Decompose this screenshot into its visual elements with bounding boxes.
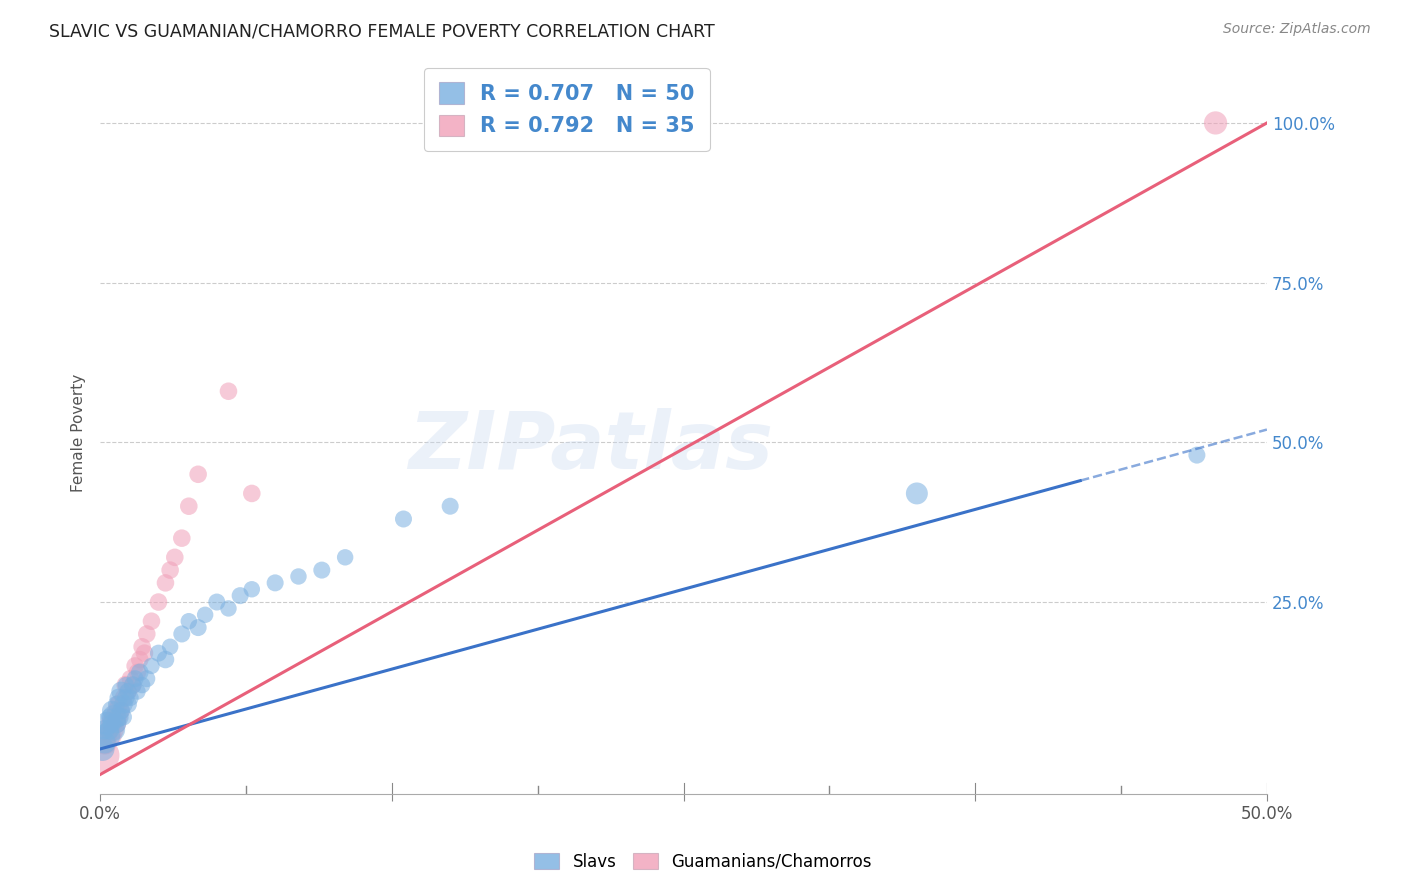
Point [124, 659, 146, 673]
Point [96, 729, 118, 743]
Point [148, 595, 170, 609]
Point [392, 512, 415, 526]
Point [124, 672, 146, 686]
Point [101, 716, 124, 731]
Legend: Slavs, Guamanians/Chamorros: Slavs, Guamanians/Chamorros [526, 845, 880, 880]
Point [163, 550, 186, 565]
Point [127, 665, 149, 680]
Point [333, 550, 356, 565]
Point [110, 704, 132, 718]
Point [135, 672, 157, 686]
Point [120, 672, 142, 686]
Point [905, 486, 928, 500]
Point [103, 710, 125, 724]
Point [117, 684, 139, 698]
Point [98, 710, 121, 724]
Point [105, 698, 128, 712]
Point [439, 500, 461, 514]
Point [114, 690, 136, 705]
Point [107, 698, 129, 712]
Point [205, 595, 228, 609]
Point [101, 704, 124, 718]
Point [194, 607, 217, 622]
Point [105, 716, 128, 731]
Text: ZIPatlas: ZIPatlas [408, 409, 773, 486]
Point [187, 467, 209, 482]
Point [121, 678, 143, 692]
Point [96, 716, 118, 731]
Point [127, 684, 149, 698]
Point [91, 742, 114, 756]
Point [159, 640, 181, 654]
Point [103, 723, 125, 737]
Point [131, 678, 153, 692]
Point [114, 678, 136, 692]
Point [98, 723, 121, 737]
Point [117, 698, 139, 712]
Point [112, 698, 135, 712]
Point [121, 678, 143, 692]
Point [110, 704, 132, 718]
Point [117, 684, 139, 698]
Point [240, 582, 263, 597]
Text: SLAVIC VS GUAMANIAN/CHAMORRO FEMALE POVERTY CORRELATION CHART: SLAVIC VS GUAMANIAN/CHAMORRO FEMALE POVE… [49, 22, 716, 40]
Point [264, 575, 287, 590]
Legend: R = 0.707   N = 50, R = 0.792   N = 35: R = 0.707 N = 50, R = 0.792 N = 35 [425, 68, 710, 151]
Point [217, 601, 239, 615]
Point [107, 710, 129, 724]
Point [128, 665, 150, 680]
Point [155, 652, 177, 666]
Point [177, 614, 200, 628]
Point [240, 486, 263, 500]
Point [187, 621, 209, 635]
Point [1185, 448, 1208, 462]
Point [94, 723, 117, 737]
Point [128, 652, 150, 666]
Point [155, 575, 177, 590]
Point [101, 729, 124, 743]
Point [107, 710, 129, 724]
Text: Source: ZipAtlas.com: Source: ZipAtlas.com [1223, 22, 1371, 37]
Point [112, 690, 135, 705]
Point [1205, 116, 1227, 130]
Point [170, 531, 193, 545]
Point [112, 710, 135, 724]
Point [105, 704, 128, 718]
Point [159, 563, 181, 577]
Point [141, 659, 163, 673]
Point [135, 627, 157, 641]
Point [120, 690, 142, 705]
Point [148, 646, 170, 660]
Point [91, 748, 114, 763]
Point [131, 640, 153, 654]
Point [170, 627, 193, 641]
Point [107, 690, 129, 705]
Point [110, 684, 132, 698]
Point [141, 614, 163, 628]
Point [94, 735, 117, 749]
Y-axis label: Female Poverty: Female Poverty [72, 374, 86, 491]
Point [287, 569, 309, 583]
Point [177, 500, 200, 514]
Point [103, 710, 125, 724]
Point [217, 384, 239, 399]
Point [98, 723, 121, 737]
Point [114, 678, 136, 692]
Point [105, 716, 128, 731]
Point [311, 563, 333, 577]
Point [229, 589, 252, 603]
Point [94, 735, 117, 749]
Point [101, 716, 124, 731]
Point [96, 729, 118, 743]
Point [134, 646, 156, 660]
Point [103, 723, 125, 737]
